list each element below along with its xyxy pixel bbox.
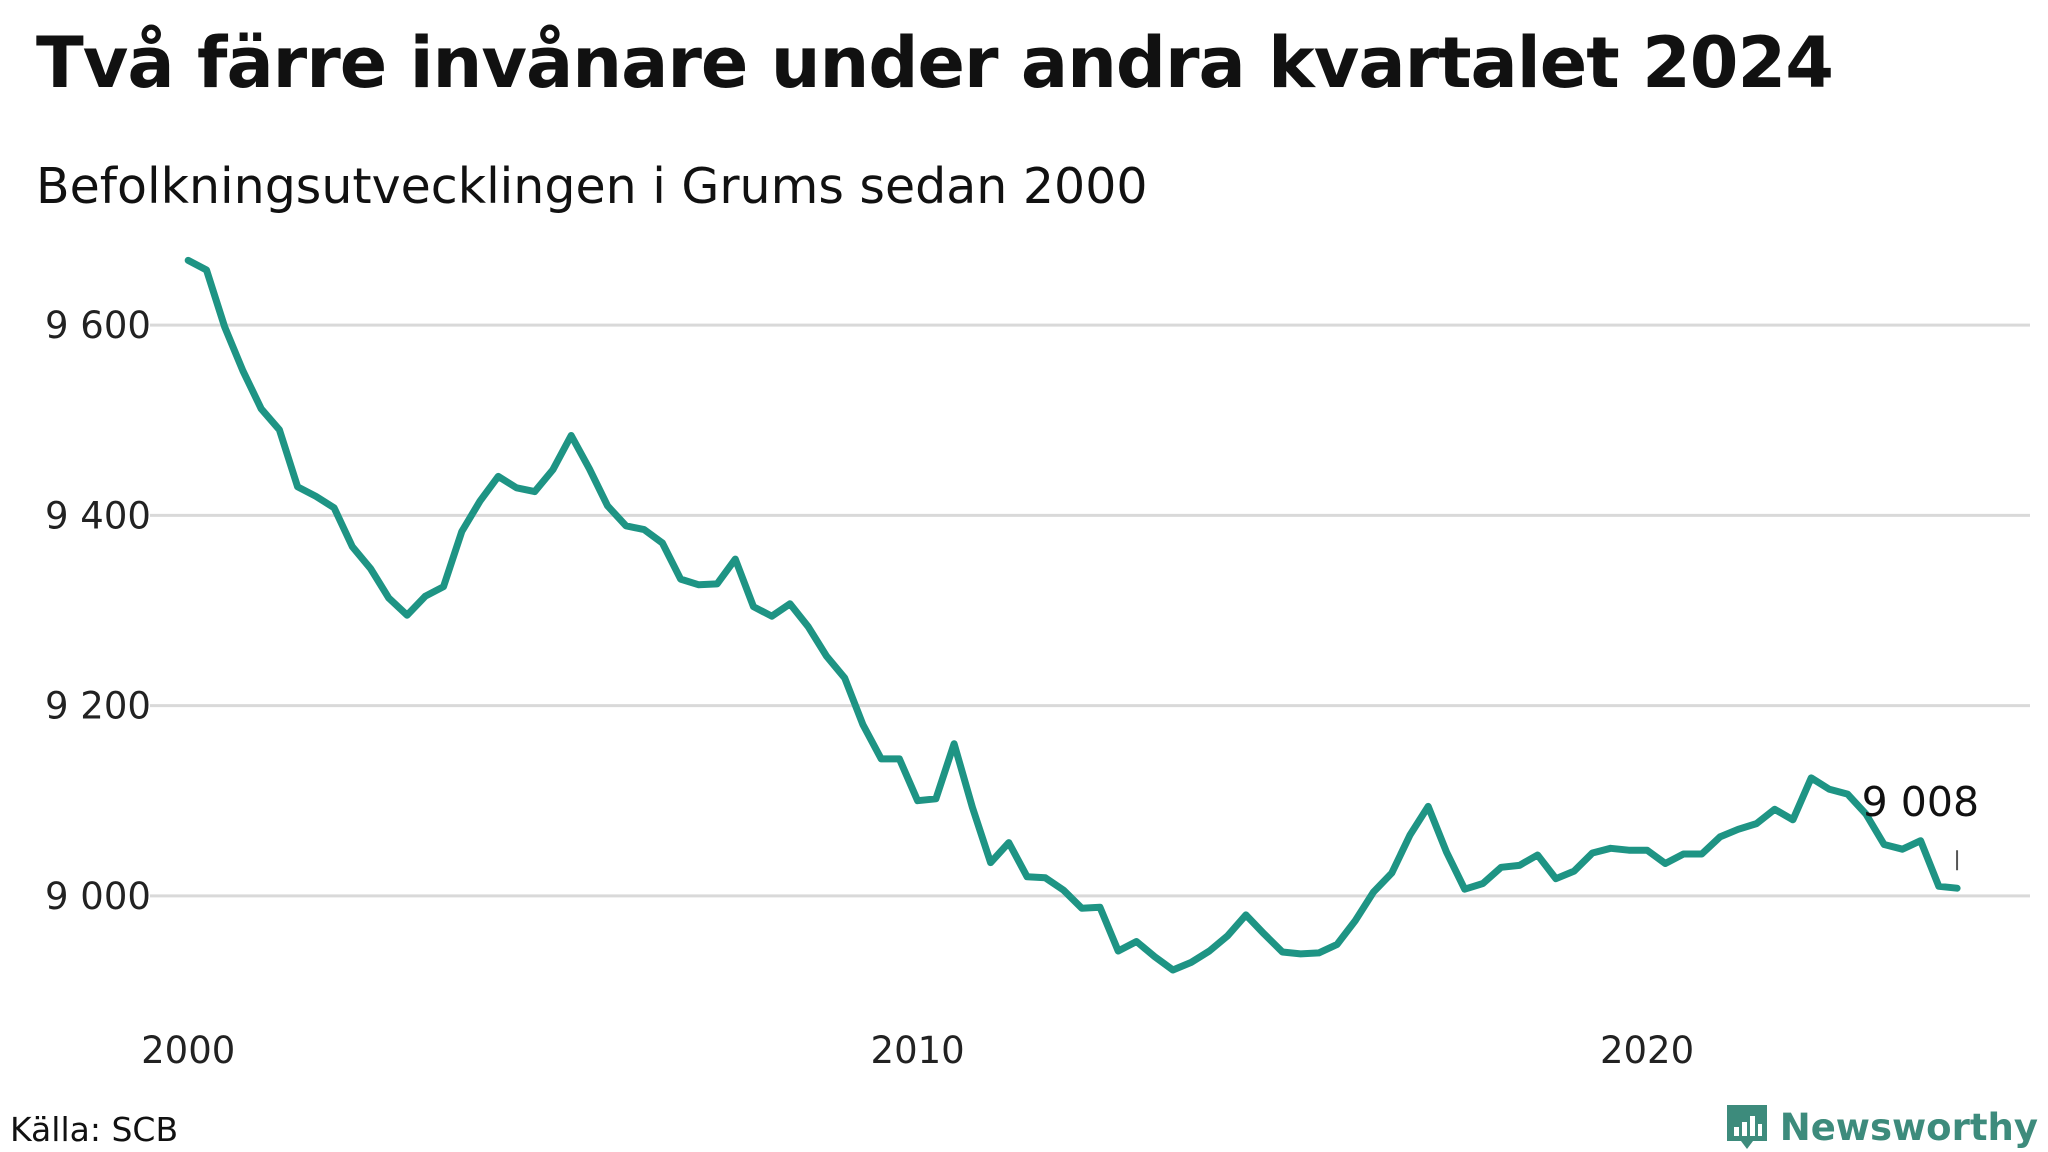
y-tick-label: 9 400 [45,494,151,537]
grid-lines [150,323,2030,898]
end-value-label: 9 008 [1862,778,1979,826]
brand-logo: Newsworthy [1724,1102,2038,1152]
y-tick-label: 9 600 [45,304,151,347]
x-axis-ticks: 2000 2010 2020 [141,1029,1694,1072]
y-tick-label: 9 200 [45,685,151,728]
x-tick-label: 2000 [141,1029,235,1072]
y-axis-ticks: 9 000 9 200 9 400 9 600 [45,304,151,918]
x-tick-label: 2010 [871,1029,965,1072]
chart-subtitle: Befolkningsutvecklingen i Grums sedan 20… [36,158,1148,215]
brand-name: Newsworthy [1779,1105,2038,1149]
x-tick-label: 2020 [1600,1029,1694,1072]
chart-title: Två färre invånare under andra kvartalet… [36,22,1834,104]
y-tick-label: 9 000 [45,875,151,918]
source-note: Källa: SCB [10,1110,179,1149]
population-line [184,256,1961,974]
bar-chart-speech-bubble-icon [1726,1105,1767,1149]
